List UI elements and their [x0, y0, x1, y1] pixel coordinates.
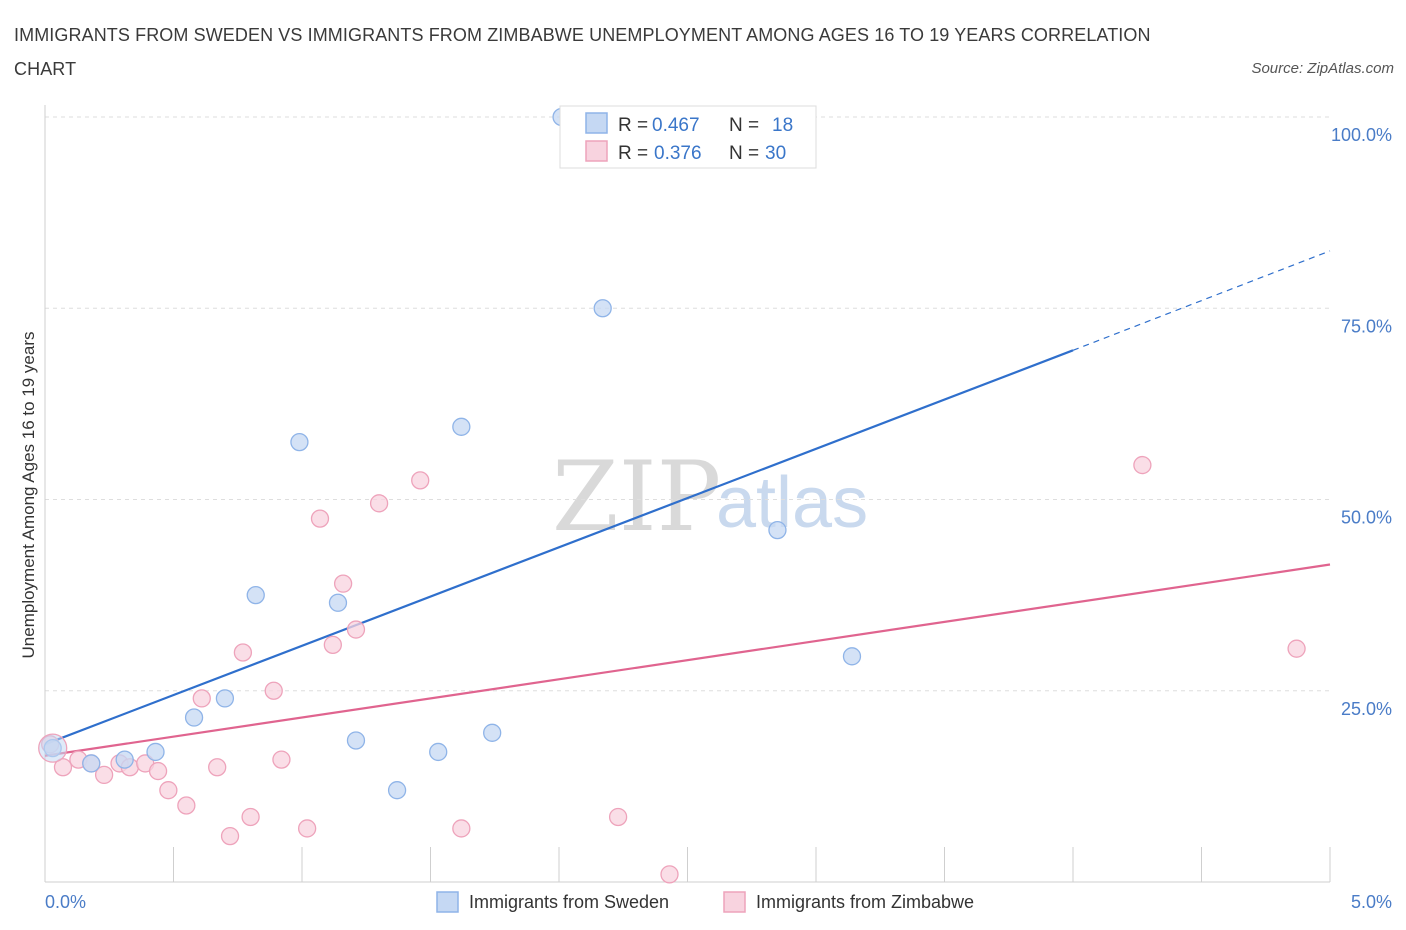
point-series-0-17 — [842, 647, 862, 666]
chart-title: IMMIGRANTS FROM SWEDEN VS IMMIGRANTS FRO… — [14, 25, 1151, 79]
point-series-0-6 — [246, 585, 265, 605]
watermark-zip: ZIP — [552, 441, 721, 553]
point-series-1-1 — [53, 758, 73, 777]
point-series-0-7 — [290, 432, 309, 452]
point-series-1-23 — [369, 494, 389, 513]
legend-r-label-sweden: R = — [618, 115, 648, 136]
point-series-1-19 — [310, 509, 330, 528]
point-series-1-25 — [452, 819, 471, 838]
point-series-1-13 — [220, 826, 240, 846]
point-series-1-21 — [333, 574, 353, 593]
point-series-1-14 — [233, 643, 253, 662]
legend-n-value-zimbabwe: 30 — [765, 143, 786, 164]
point-series-0-16 — [768, 520, 787, 540]
legend-n-label-sweden: N = — [729, 115, 759, 136]
point-series-1-16 — [264, 681, 283, 700]
point-series-0-1 — [82, 754, 101, 773]
gridlines — [45, 116, 1330, 692]
y-tick-labels: 100.0% 75.0% 50.0% 25.0% — [1331, 125, 1392, 719]
point-cluster-origin — [38, 733, 68, 763]
series-legend: Immigrants from Sweden Immigrants from Z… — [436, 891, 974, 913]
source-credit: Source: ZipAtlas.com — [1251, 60, 1394, 77]
legend-r-label-zimbabwe: R = — [618, 143, 648, 164]
trend-extension-series-0 — [1072, 250, 1331, 351]
legend-r-value-sweden: 0.467 — [652, 115, 700, 136]
point-series-1-12 — [208, 758, 227, 777]
point-series-0-2 — [115, 750, 134, 769]
point-series-1-22 — [346, 620, 366, 639]
trend-line-series-1 — [44, 563, 1331, 757]
axes — [44, 105, 1331, 883]
point-series-1-9 — [159, 781, 178, 800]
point-series-1-20 — [323, 635, 342, 654]
legend-swatch-zimbabwe — [585, 140, 608, 162]
point-series-1-18 — [297, 819, 317, 838]
point-series-1-10 — [177, 796, 196, 815]
point-series-0-12 — [452, 417, 471, 436]
y-tick-label-25: 25.0% — [1341, 699, 1392, 719]
point-series-1-4 — [94, 765, 114, 785]
stats-legend: R = 0.467 N = 18 R = 0.376 N = 30 — [559, 105, 817, 169]
point-series-1-8 — [148, 761, 168, 781]
point-series-0-13 — [483, 723, 502, 742]
point-series-0-3 — [146, 742, 165, 762]
y-tick-label-75: 75.0% — [1341, 316, 1392, 336]
y-axis-label: Unemployment Among Ages 16 to 19 years — [19, 332, 38, 659]
trend-line-series-0 — [44, 349, 1074, 746]
y-tick-label-50: 50.0% — [1341, 508, 1392, 528]
legend-n-label-zimbabwe: N = — [729, 143, 759, 164]
watermark-atlas: atlas — [716, 463, 868, 543]
point-series-1-15 — [241, 807, 260, 827]
y-tick-label-100: 100.0% — [1331, 125, 1392, 145]
point-series-0-9 — [346, 731, 366, 750]
point-series-0-15 — [593, 299, 612, 318]
point-series-0-11 — [429, 742, 448, 762]
point-series-1-11 — [192, 689, 211, 708]
series-legend-label-sweden: Immigrants from Sweden — [469, 892, 669, 912]
legend-n-value-sweden: 18 — [772, 115, 793, 136]
point-series-0-8 — [328, 593, 348, 612]
x-tick-max: 5.0% — [1351, 892, 1392, 912]
legend-r-value-zimbabwe: 0.376 — [654, 143, 702, 164]
point-series-0-5 — [215, 689, 235, 708]
data-points — [38, 107, 1306, 884]
point-series-0-4 — [184, 708, 204, 727]
series-legend-swatch-sweden — [436, 891, 459, 913]
point-series-1-17 — [272, 750, 291, 769]
series-legend-label-zimbabwe: Immigrants from Zimbabwe — [756, 892, 974, 912]
series-legend-swatch-zimbabwe — [723, 891, 746, 913]
point-series-1-24 — [411, 471, 430, 490]
point-series-0-10 — [387, 781, 407, 800]
trend-lines — [44, 250, 1331, 757]
x-tick-min: 0.0% — [45, 892, 86, 912]
point-series-1-28 — [1133, 455, 1152, 475]
legend-swatch-sweden — [585, 112, 608, 134]
point-series-1-26 — [608, 807, 628, 827]
point-series-1-27 — [660, 865, 679, 884]
point-series-1-29 — [1287, 639, 1306, 658]
